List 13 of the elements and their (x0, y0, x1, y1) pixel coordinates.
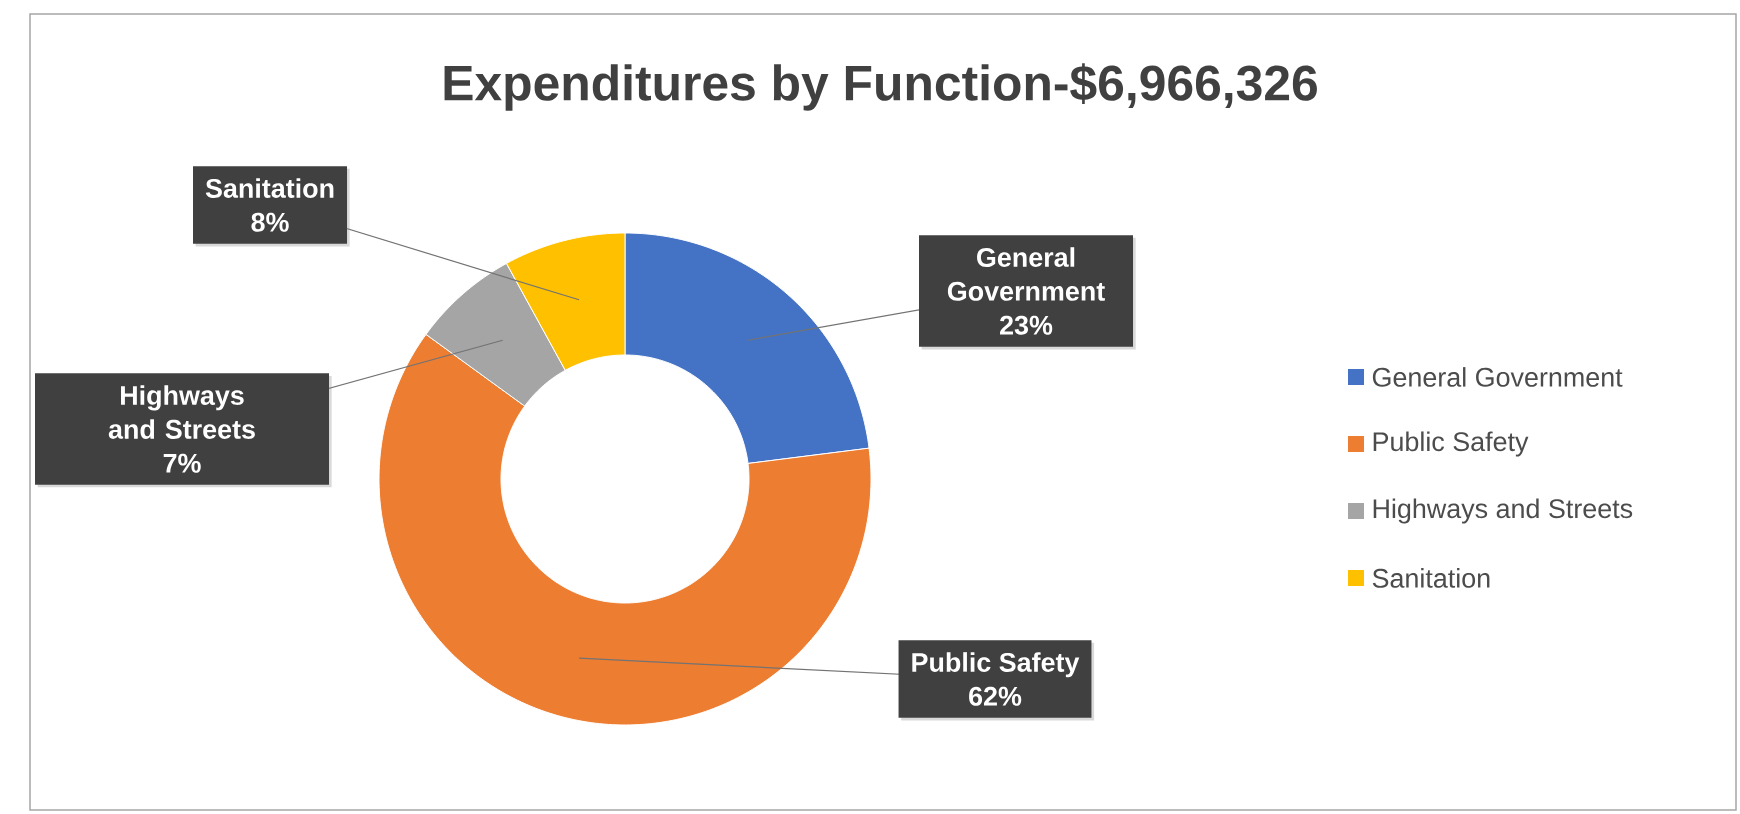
slice-label: General Government (947, 247, 1105, 301)
legend-label: Highways and Streets (1373, 498, 1633, 524)
chart-title: Expenditures by Function-$6,966,326 (444, 63, 1317, 111)
data-label: 8% (251, 212, 289, 232)
legend-label: Public Safety (1373, 431, 1529, 457)
data-label: 23% (1000, 315, 1053, 335)
slice-label: Public Safety (912, 652, 1080, 678)
data-label: 62% (969, 686, 1022, 706)
data-label: 7% (163, 453, 201, 473)
slice-label: Highways and Streets (108, 385, 255, 439)
legend-label: General Government (1372, 367, 1623, 387)
legend-label: Sanitation (1372, 568, 1490, 588)
slice-label: Sanitation (205, 178, 334, 198)
